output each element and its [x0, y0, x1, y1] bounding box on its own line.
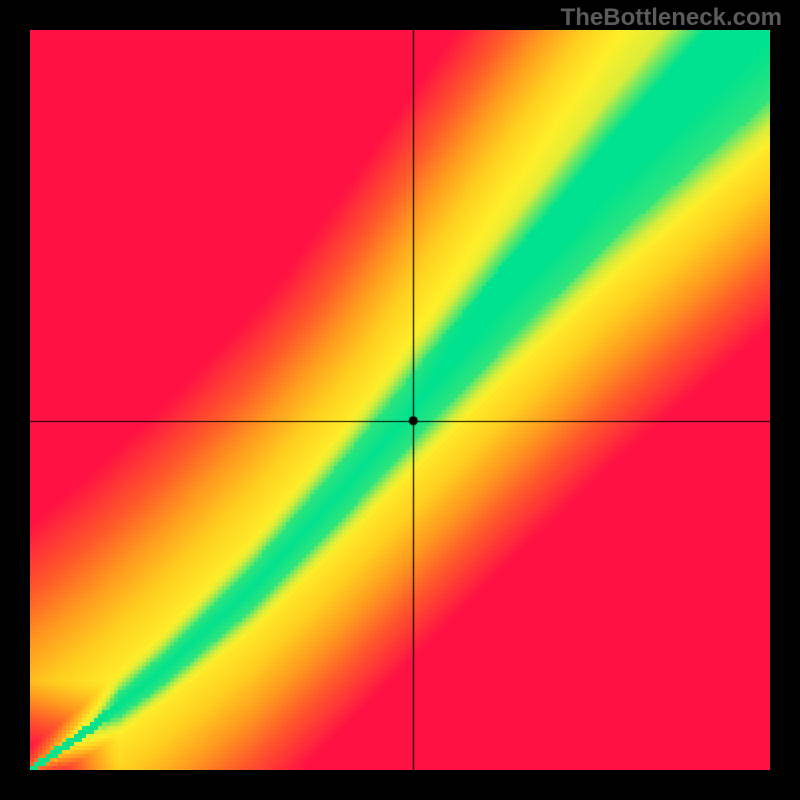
chart-container: TheBottleneck.com [0, 0, 800, 800]
watermark-text: TheBottleneck.com [561, 4, 782, 32]
crosshair-overlay [30, 30, 770, 770]
